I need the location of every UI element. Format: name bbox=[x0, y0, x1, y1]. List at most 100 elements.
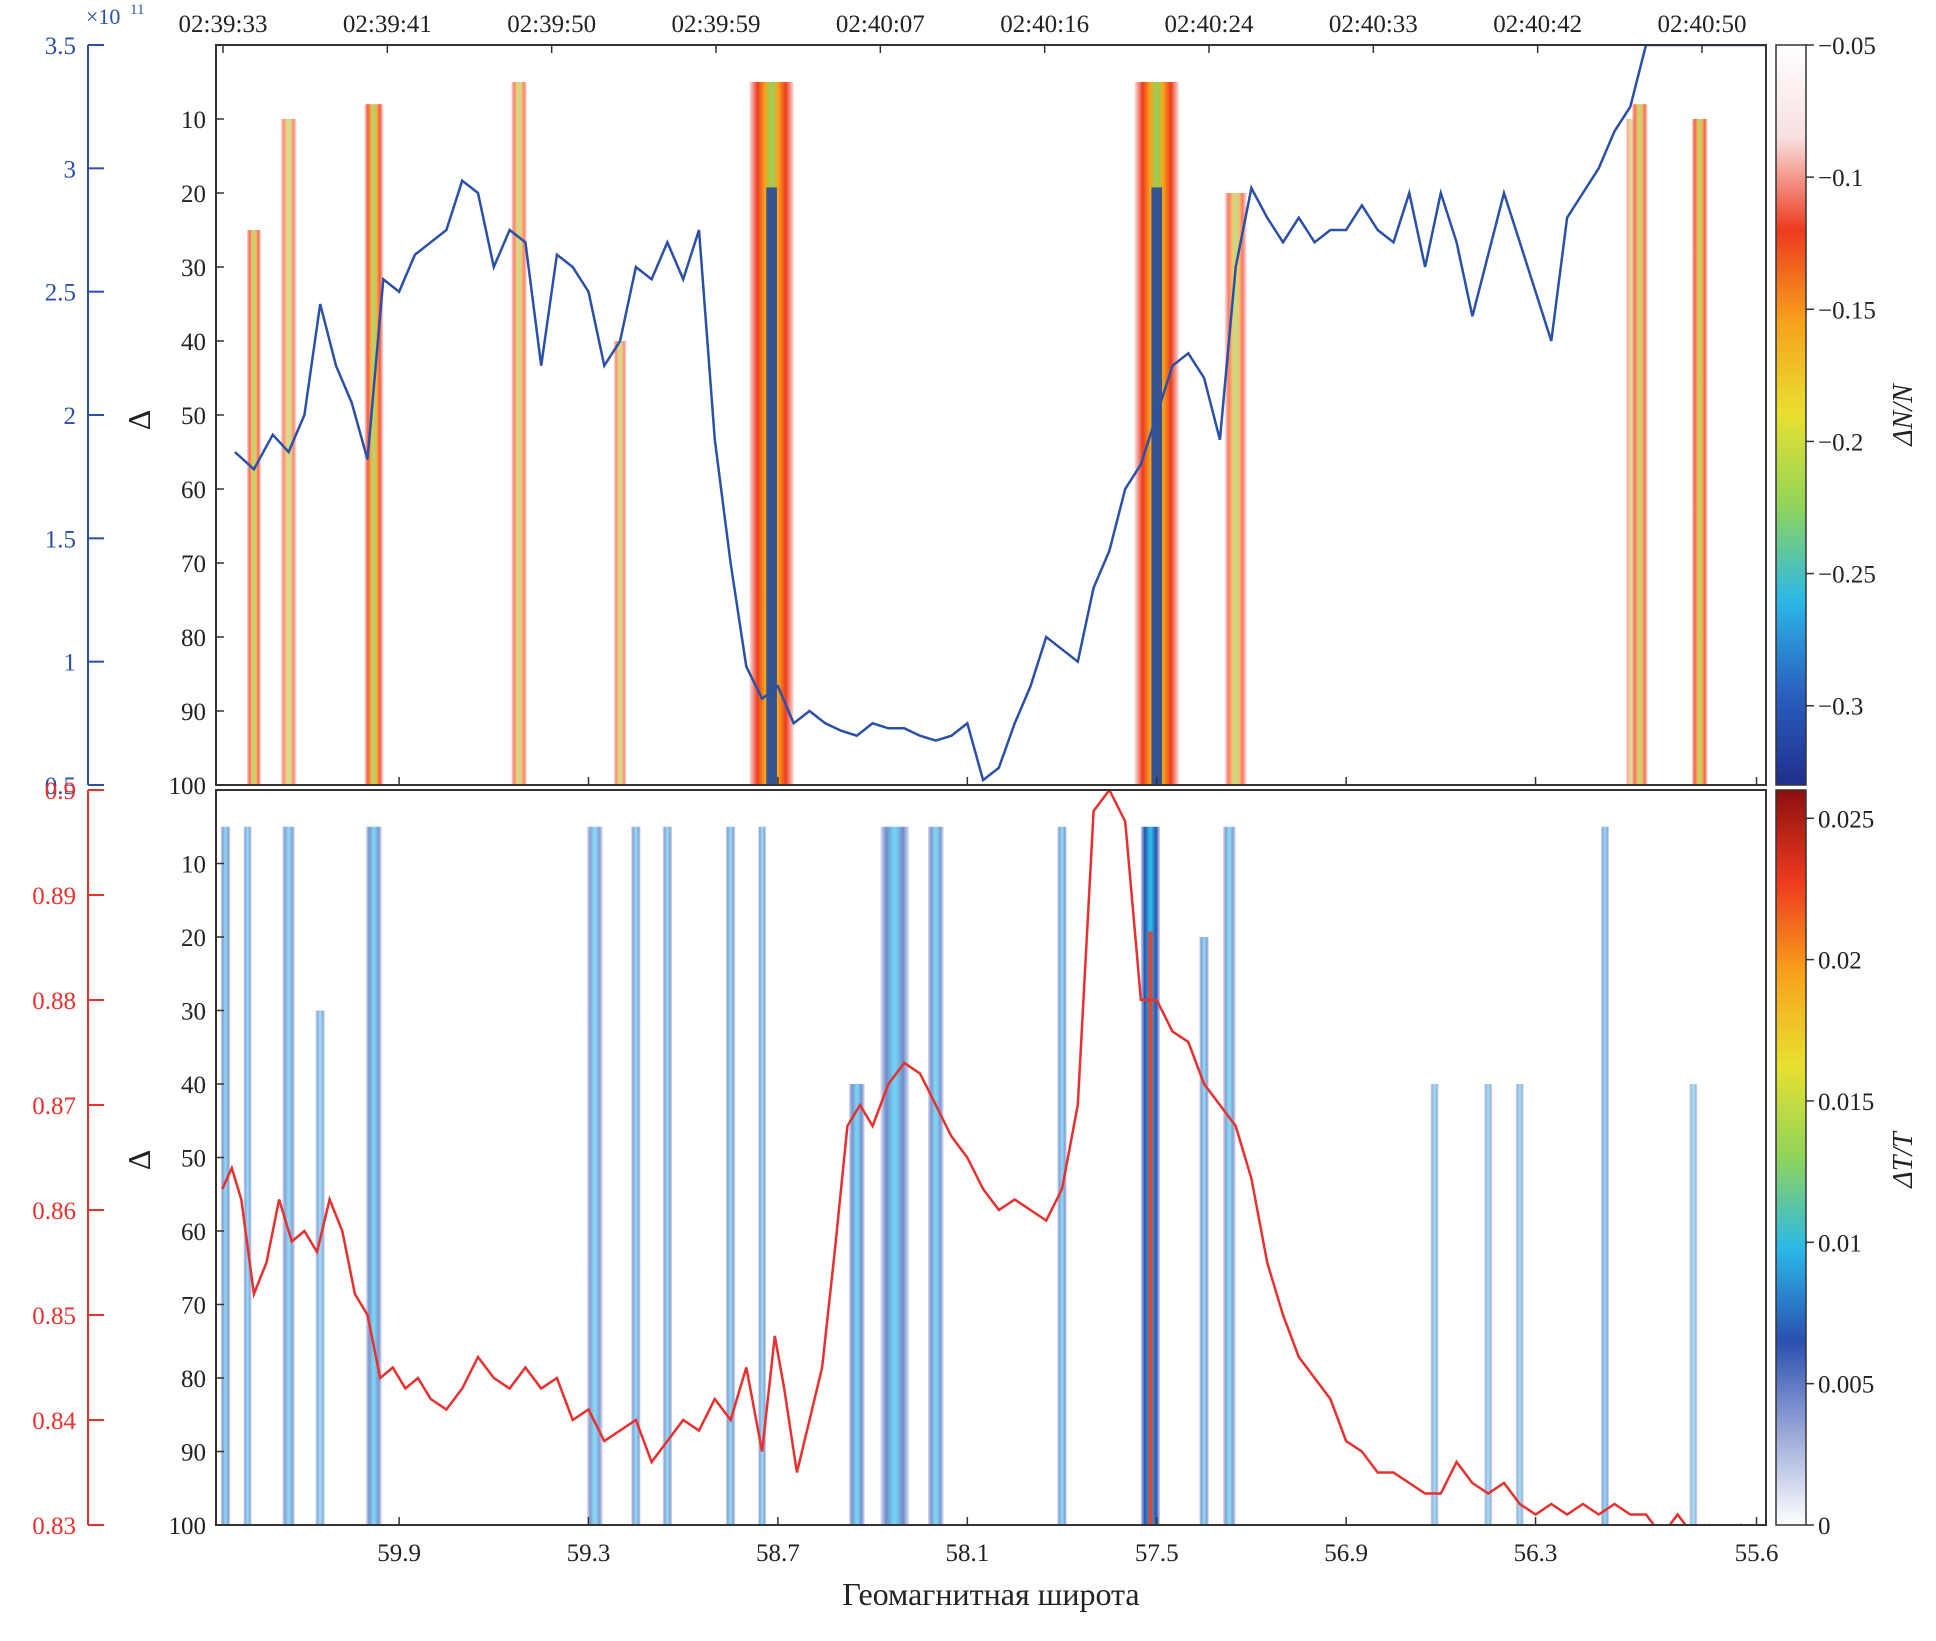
bot-band-21 bbox=[1689, 1084, 1698, 1525]
bottom-cb-tick-label-5: 0.025 bbox=[1818, 806, 1874, 833]
lat-tick-label-7: 55.6 bbox=[1735, 1540, 1779, 1567]
bottom-ytick-label-2: 30 bbox=[181, 999, 206, 1026]
bottom-ytick-label-3: 40 bbox=[181, 1072, 206, 1099]
temperature-tick-label-1: 0.84 bbox=[32, 1408, 76, 1435]
bottom-ytick-label-4: 50 bbox=[181, 1146, 206, 1173]
lat-tick-label-4: 57.5 bbox=[1135, 1540, 1179, 1567]
bot-band-7 bbox=[662, 826, 673, 1525]
bot-band-19 bbox=[1515, 1084, 1524, 1525]
temperature-tick-label-6: 0.89 bbox=[32, 883, 76, 910]
bottom-cb-tick-label-4: 0.02 bbox=[1818, 948, 1862, 975]
time-tick-label-0: 02:39:33 bbox=[179, 11, 268, 38]
top-colorbar-strip bbox=[1775, 44, 1807, 786]
bottom-ytick-label-0: 10 bbox=[181, 852, 206, 879]
bot-band-13 bbox=[1057, 826, 1067, 1525]
bot-band-9 bbox=[758, 826, 767, 1525]
top-cb-tick-label-1: −0.1 bbox=[1818, 165, 1863, 192]
top-cb-tick-label-4: −0.25 bbox=[1818, 562, 1876, 589]
latitude-axis: 59.9 59.3 58.7 58.1 57.5 56.9 56.3 55.6 bbox=[377, 1517, 1778, 1567]
top-panel: 02:39:33 02:39:41 02:39:50 02:39:59 02:40:07… bbox=[45, 2, 1767, 800]
time-tick-label-1: 02:39:41 bbox=[343, 11, 432, 38]
density-tick-label-3: 2 bbox=[64, 403, 77, 430]
time-tick-label-6: 02:40:24 bbox=[1165, 11, 1254, 38]
top-ytick-label-4: 50 bbox=[181, 403, 206, 430]
temperature-tick-label-5: 0.88 bbox=[32, 988, 76, 1015]
time-tick-label-2: 02:39:50 bbox=[507, 11, 596, 38]
density-tick-label-4: 2.5 bbox=[45, 280, 76, 307]
top-ytick-label-1: 20 bbox=[181, 181, 206, 208]
bottom-cb-tick-label-3: 0.015 bbox=[1818, 1089, 1874, 1116]
top-ytick-label-6: 70 bbox=[181, 551, 206, 578]
bottom-ytick-label-1: 20 bbox=[181, 925, 206, 952]
bot-band-10 bbox=[848, 1084, 865, 1525]
top-ytick-label-5: 60 bbox=[181, 477, 206, 504]
density-tick-label-1: 1 bbox=[64, 650, 77, 677]
bot-band-0 bbox=[220, 826, 231, 1525]
bot-band-4 bbox=[365, 826, 382, 1525]
lat-tick-label-5: 56.9 bbox=[1324, 1540, 1368, 1567]
temperature-tick-label-3: 0.86 bbox=[32, 1198, 76, 1225]
top-y-label: Δ bbox=[121, 410, 157, 431]
bottom-ytick-label-7: 80 bbox=[181, 1366, 206, 1393]
bottom-ytick-label-5: 60 bbox=[181, 1219, 206, 1246]
time-tick-label-7: 02:40:33 bbox=[1329, 11, 1418, 38]
bottom-ytick-label-9: 100 bbox=[169, 1513, 207, 1540]
top-band-9 bbox=[1631, 104, 1648, 785]
temperature-tick-label-2: 0.85 bbox=[32, 1303, 76, 1330]
top-right-axis bbox=[398, 777, 1758, 785]
top-density-line bbox=[234, 45, 1766, 783]
bot-band-20 bbox=[1601, 826, 1610, 1525]
top-ytick-label-3: 40 bbox=[181, 329, 206, 356]
bot-band-15 bbox=[1199, 937, 1209, 1525]
time-tick-label-4: 02:40:07 bbox=[836, 11, 925, 38]
density-tick-label-5: 3 bbox=[64, 156, 77, 183]
top-band-4 bbox=[613, 341, 627, 785]
top-band-3 bbox=[511, 82, 527, 785]
bottom-y-label: Δ bbox=[121, 1150, 157, 1171]
bot-band-11 bbox=[880, 826, 909, 1525]
top-band-10 bbox=[1691, 119, 1708, 785]
density-tick-label-6: 3.5 bbox=[45, 33, 76, 60]
top-plot-background bbox=[216, 45, 1766, 785]
density-exponent: 11 bbox=[130, 2, 144, 18]
bot-band-16 bbox=[1223, 826, 1236, 1525]
top-band-8 bbox=[1626, 119, 1635, 785]
top-band-core-5 bbox=[766, 187, 777, 785]
top-ytick-label-2: 30 bbox=[181, 255, 206, 282]
density-axis: ×10 11 0.5 1 1.5 2 2.5 3 3.5 bbox=[45, 2, 145, 800]
bottom-cb-tick-label-0: 0 bbox=[1818, 1513, 1831, 1540]
bot-band-8 bbox=[725, 826, 736, 1525]
top-ytick-label-8: 90 bbox=[181, 699, 206, 726]
top-cb-tick-label-3: −0.2 bbox=[1818, 429, 1863, 456]
top-cb-tick-label-2: −0.15 bbox=[1818, 297, 1876, 324]
temperature-tick-label-4: 0.87 bbox=[32, 1093, 76, 1120]
density-tick-label-2: 1.5 bbox=[45, 526, 76, 553]
bottom-ytick-label-6: 70 bbox=[181, 1293, 206, 1320]
top-ytick-label-0: 10 bbox=[181, 107, 206, 134]
time-tick-label-3: 02:39:59 bbox=[672, 11, 761, 38]
top-band-7 bbox=[1224, 193, 1247, 785]
time-tick-label-8: 02:40:42 bbox=[1493, 11, 1582, 38]
bottom-temperature-line bbox=[221, 790, 1743, 1525]
density-multiplier: ×10 bbox=[86, 4, 120, 29]
bot-band-17 bbox=[1430, 1084, 1439, 1525]
lat-tick-label-1: 59.3 bbox=[567, 1540, 611, 1567]
bot-band-1 bbox=[243, 826, 252, 1525]
bottom-colorbar-strip bbox=[1775, 789, 1807, 1526]
bottom-left-axis: 10 20 30 40 50 60 70 80 90 100 bbox=[169, 852, 224, 1540]
lat-tick-label-2: 58.7 bbox=[756, 1540, 800, 1567]
lat-tick-label-6: 56.3 bbox=[1514, 1540, 1558, 1567]
bottom-panel: 59.9 59.3 58.7 58.1 57.5 56.9 56.3 55.6 10 20 30 4… bbox=[32, 778, 1778, 1612]
bot-band-5 bbox=[586, 826, 603, 1525]
bottom-colorbar: 0 0.005 0.01 0.015 0.02 0.025 ΔT/T bbox=[1775, 789, 1919, 1540]
top-cb-tick-label-0: −0.05 bbox=[1818, 33, 1876, 60]
top-band-core-6 bbox=[1151, 187, 1163, 785]
top-band-2 bbox=[364, 104, 384, 785]
temperature-tick-label-0: 0.83 bbox=[32, 1513, 76, 1540]
bottom-ytick-label-8: 90 bbox=[181, 1440, 206, 1467]
top-cb-tick-label-5: −0.3 bbox=[1818, 694, 1863, 721]
bottom-plot-background bbox=[216, 790, 1766, 1525]
x-axis-title: Геомагнитная широта bbox=[842, 1576, 1139, 1612]
lat-tick-label-0: 59.9 bbox=[377, 1540, 421, 1567]
